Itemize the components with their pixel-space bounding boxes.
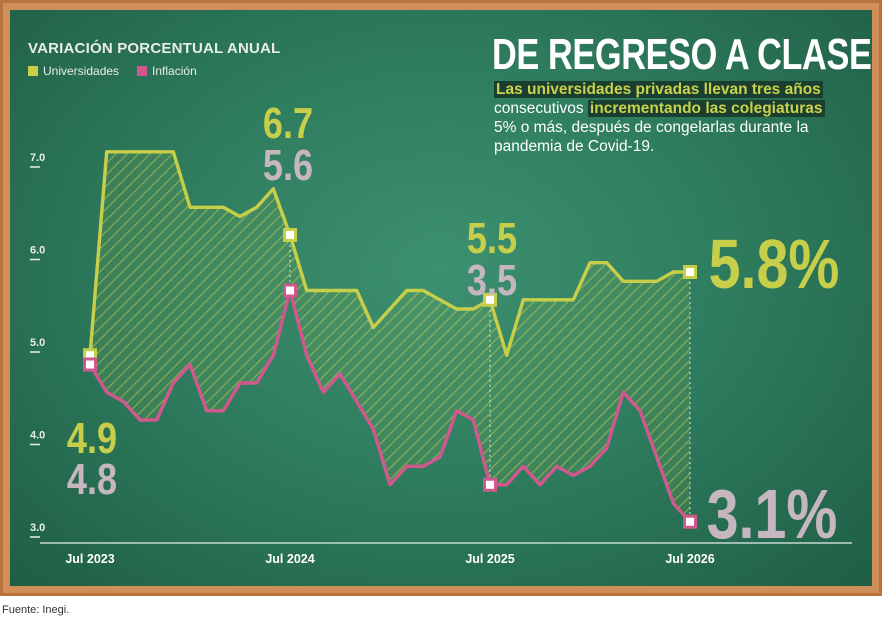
gap-area xyxy=(90,151,690,522)
description: Las universidades privadas llevan tres a… xyxy=(494,80,864,156)
callout-start-universities: 4.9 xyxy=(67,414,117,463)
point-marker-universities xyxy=(483,292,497,307)
series-line-universities xyxy=(88,150,692,357)
y-tick-label: 4.0 xyxy=(30,430,45,442)
callout-end-universities: 5.8% xyxy=(709,225,840,304)
point-marker-universities xyxy=(683,265,697,279)
point-marker-inflation xyxy=(283,283,297,298)
legend: Universidades Inflación xyxy=(28,64,197,78)
callout-jul2025-inflation: 3.5 xyxy=(467,256,517,305)
legend-item-inflation: Inflación xyxy=(137,64,197,78)
legend-item-universities: Universidades xyxy=(28,64,119,78)
legend-label-inflation: Inflación xyxy=(152,64,197,78)
chart-subtitle: VARIACIÓN PORCENTUAL ANUAL xyxy=(28,40,281,57)
callout-jul2025-universities: 5.5 xyxy=(467,214,517,263)
x-tick-label: Jul 2026 xyxy=(665,552,714,566)
y-tick-label: 7.0 xyxy=(30,152,45,164)
y-tick-label: 5.0 xyxy=(30,337,45,349)
callout-end-inflation: 3.1% xyxy=(707,475,838,554)
series-line-inflation xyxy=(88,288,692,524)
y-tick-label: 6.0 xyxy=(30,245,45,257)
point-marker-universities xyxy=(283,228,297,242)
description-highlight-1: Las universidades privadas llevan tres a… xyxy=(494,81,823,98)
legend-label-universities: Universidades xyxy=(43,64,120,78)
source-note: Fuente: Inegi. xyxy=(2,604,70,616)
callout-jul2024-universities: 6.7 xyxy=(263,99,313,148)
description-text-1: consecutivos xyxy=(494,100,588,117)
chart-svg: 3.0 4.0 5.0 6.0 7.0 Jul 2023 Jul 2024 Jul 2025 J… xyxy=(30,99,852,566)
x-tick-label: Jul 2024 xyxy=(265,552,314,566)
x-tick-label: Jul 2023 xyxy=(65,552,114,566)
legend-swatch-universities xyxy=(28,66,38,76)
chalkboard-frame: 3.0 4.0 5.0 6.0 7.0 Jul 2023 Jul 2024 Jul 2025 J… xyxy=(0,0,882,596)
chalkboard: 3.0 4.0 5.0 6.0 7.0 Jul 2023 Jul 2024 Jul 2025 J… xyxy=(10,10,872,586)
point-marker-inflation xyxy=(683,514,697,529)
description-highlight-2: incrementando las colegiaturas xyxy=(587,100,825,117)
point-marker-inflation xyxy=(83,357,97,372)
y-tick-label: 3.0 xyxy=(30,522,45,534)
headline: DE REGRESO A CLASES xyxy=(492,30,872,79)
legend-swatch-inflation xyxy=(137,66,148,76)
point-marker-inflation xyxy=(483,477,497,492)
x-tick-label: Jul 2025 xyxy=(465,552,514,566)
description-text-2: 5% o más, después de congelarlas durante… xyxy=(494,119,809,155)
callout-start-inflation: 4.8 xyxy=(67,455,117,504)
callout-jul2024-inflation: 5.6 xyxy=(263,141,313,190)
